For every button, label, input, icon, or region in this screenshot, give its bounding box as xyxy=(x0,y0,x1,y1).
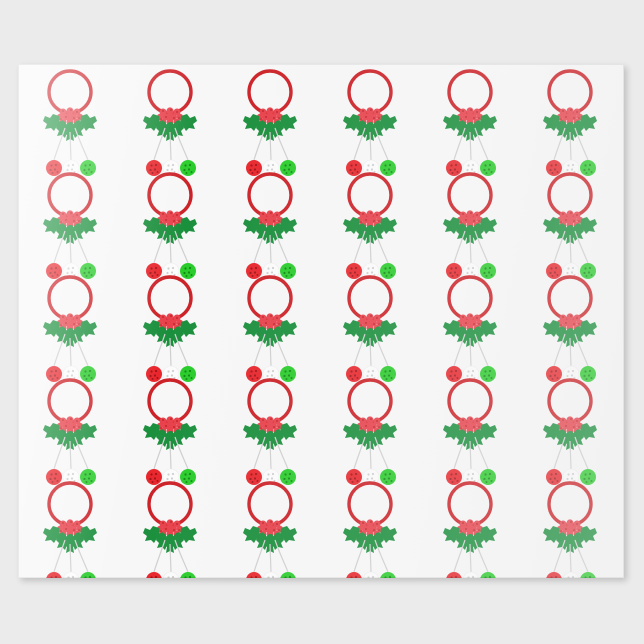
wrapping-paper-sheet xyxy=(18,64,624,578)
sheet-pattern-area xyxy=(18,64,624,578)
pattern-background xyxy=(18,64,624,578)
christmas-pattern-svg xyxy=(18,64,624,578)
